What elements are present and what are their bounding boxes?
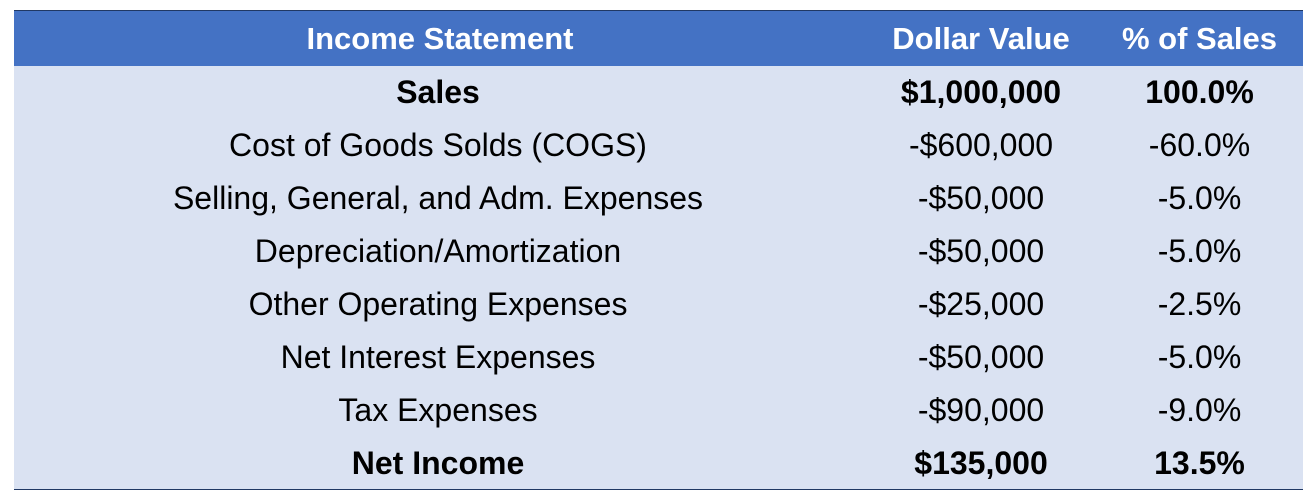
row-net-interest: Net Interest Expenses -$50,000 -5.0% [14, 331, 1303, 384]
row-label: Selling, General, and Adm. Expenses [172, 180, 704, 216]
row-label: Other Operating Expenses [248, 286, 628, 322]
row-dollar-value: -$50,000 [917, 180, 1045, 216]
row-percent: -2.5% [1157, 286, 1242, 322]
row-dollar-value: -$50,000 [917, 233, 1045, 269]
row-other-operating: Other Operating Expenses -$25,000 -2.5% [14, 278, 1303, 331]
row-sales: Sales $1,000,000 100.0% [14, 66, 1303, 119]
row-dollar-value: -$90,000 [917, 392, 1045, 428]
table-body: Sales $1,000,000 100.0% Cost of Goods So… [14, 66, 1303, 490]
row-dollar-value: $135,000 [914, 445, 1048, 481]
row-percent: -60.0% [1148, 127, 1251, 163]
row-label: Sales [396, 74, 480, 110]
header-row: Income Statement Dollar Value % of Sales [14, 11, 1303, 66]
income-table: Income Statement Dollar Value % of Sales… [14, 11, 1303, 490]
row-cogs: Cost of Goods Solds (COGS) -$600,000 -60… [14, 119, 1303, 172]
row-depreciation: Depreciation/Amortization -$50,000 -5.0% [14, 225, 1303, 278]
row-sga: Selling, General, and Adm. Expenses -$50… [14, 172, 1303, 225]
row-net-income: Net Income $135,000 13.5% [14, 437, 1303, 490]
row-percent: -5.0% [1157, 233, 1242, 269]
row-percent: -5.0% [1157, 339, 1242, 375]
row-label: Net Interest Expenses [280, 339, 596, 375]
row-label: Tax Expenses [338, 392, 538, 428]
row-label: Net Income [351, 445, 525, 481]
row-percent: 13.5% [1154, 445, 1245, 481]
row-tax: Tax Expenses -$90,000 -9.0% [14, 384, 1303, 437]
row-percent: 100.0% [1145, 74, 1254, 110]
row-dollar-value: -$25,000 [917, 286, 1045, 322]
row-dollar-value: -$600,000 [908, 127, 1054, 163]
row-percent: -5.0% [1157, 180, 1242, 216]
header-dollar-value: Dollar Value [866, 11, 1096, 66]
header-percent-of-sales: % of Sales [1096, 11, 1303, 66]
row-dollar-value: -$50,000 [917, 339, 1045, 375]
row-percent: -9.0% [1157, 392, 1242, 428]
income-statement-table: Income Statement Dollar Value % of Sales… [14, 10, 1303, 490]
row-dollar-value: $1,000,000 [900, 74, 1062, 110]
row-label: Cost of Goods Solds (COGS) [229, 127, 647, 163]
header-income-statement: Income Statement [14, 11, 866, 66]
row-label: Depreciation/Amortization [254, 233, 622, 269]
